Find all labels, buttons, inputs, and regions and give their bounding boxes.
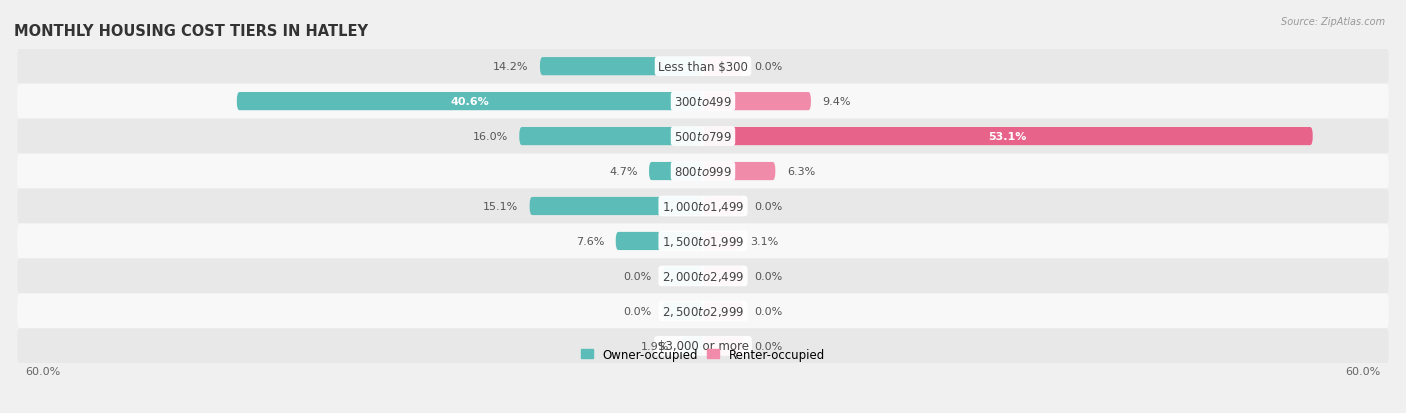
Text: 0.0%: 0.0% bbox=[755, 62, 783, 72]
FancyBboxPatch shape bbox=[530, 197, 703, 216]
Text: 4.7%: 4.7% bbox=[609, 166, 637, 177]
FancyBboxPatch shape bbox=[703, 163, 775, 181]
Text: 7.6%: 7.6% bbox=[576, 236, 605, 247]
Text: Less than $300: Less than $300 bbox=[658, 61, 748, 74]
Legend: Owner-occupied, Renter-occupied: Owner-occupied, Renter-occupied bbox=[581, 348, 825, 361]
Text: 1.9%: 1.9% bbox=[641, 341, 669, 351]
FancyBboxPatch shape bbox=[662, 267, 703, 285]
FancyBboxPatch shape bbox=[703, 302, 744, 320]
Text: 14.2%: 14.2% bbox=[494, 62, 529, 72]
FancyBboxPatch shape bbox=[540, 58, 703, 76]
Text: MONTHLY HOUSING COST TIERS IN HATLEY: MONTHLY HOUSING COST TIERS IN HATLEY bbox=[14, 24, 368, 39]
FancyBboxPatch shape bbox=[17, 50, 1389, 84]
Text: 0.0%: 0.0% bbox=[755, 306, 783, 316]
Text: 0.0%: 0.0% bbox=[755, 271, 783, 281]
Text: 16.0%: 16.0% bbox=[472, 132, 508, 142]
FancyBboxPatch shape bbox=[681, 337, 703, 355]
FancyBboxPatch shape bbox=[650, 163, 703, 181]
FancyBboxPatch shape bbox=[17, 259, 1389, 294]
FancyBboxPatch shape bbox=[703, 267, 744, 285]
Text: $3,000 or more: $3,000 or more bbox=[658, 339, 748, 352]
FancyBboxPatch shape bbox=[662, 302, 703, 320]
FancyBboxPatch shape bbox=[236, 93, 703, 111]
FancyBboxPatch shape bbox=[17, 119, 1389, 154]
Text: 60.0%: 60.0% bbox=[25, 366, 60, 376]
FancyBboxPatch shape bbox=[17, 189, 1389, 224]
FancyBboxPatch shape bbox=[17, 294, 1389, 329]
Text: 15.1%: 15.1% bbox=[482, 202, 519, 211]
Text: 40.6%: 40.6% bbox=[450, 97, 489, 107]
Text: 9.4%: 9.4% bbox=[823, 97, 851, 107]
Text: $2,000 to $2,499: $2,000 to $2,499 bbox=[662, 269, 744, 283]
FancyBboxPatch shape bbox=[703, 232, 738, 250]
FancyBboxPatch shape bbox=[616, 232, 703, 250]
Text: 0.0%: 0.0% bbox=[623, 271, 651, 281]
Text: $300 to $499: $300 to $499 bbox=[673, 95, 733, 108]
FancyBboxPatch shape bbox=[17, 154, 1389, 189]
Text: 60.0%: 60.0% bbox=[1346, 366, 1381, 376]
Text: Source: ZipAtlas.com: Source: ZipAtlas.com bbox=[1281, 17, 1385, 26]
Text: 53.1%: 53.1% bbox=[988, 132, 1026, 142]
Text: 0.0%: 0.0% bbox=[755, 341, 783, 351]
Text: $1,000 to $1,499: $1,000 to $1,499 bbox=[662, 199, 744, 214]
FancyBboxPatch shape bbox=[703, 337, 744, 355]
FancyBboxPatch shape bbox=[703, 128, 1313, 146]
FancyBboxPatch shape bbox=[17, 84, 1389, 119]
FancyBboxPatch shape bbox=[17, 329, 1389, 363]
FancyBboxPatch shape bbox=[703, 93, 811, 111]
Text: 3.1%: 3.1% bbox=[749, 236, 779, 247]
Text: 6.3%: 6.3% bbox=[787, 166, 815, 177]
Text: $800 to $999: $800 to $999 bbox=[673, 165, 733, 178]
FancyBboxPatch shape bbox=[703, 197, 744, 216]
Text: 0.0%: 0.0% bbox=[755, 202, 783, 211]
Text: 0.0%: 0.0% bbox=[623, 306, 651, 316]
FancyBboxPatch shape bbox=[703, 58, 744, 76]
Text: $2,500 to $2,999: $2,500 to $2,999 bbox=[662, 304, 744, 318]
Text: $500 to $799: $500 to $799 bbox=[673, 130, 733, 143]
FancyBboxPatch shape bbox=[17, 224, 1389, 259]
Text: $1,500 to $1,999: $1,500 to $1,999 bbox=[662, 235, 744, 248]
FancyBboxPatch shape bbox=[519, 128, 703, 146]
